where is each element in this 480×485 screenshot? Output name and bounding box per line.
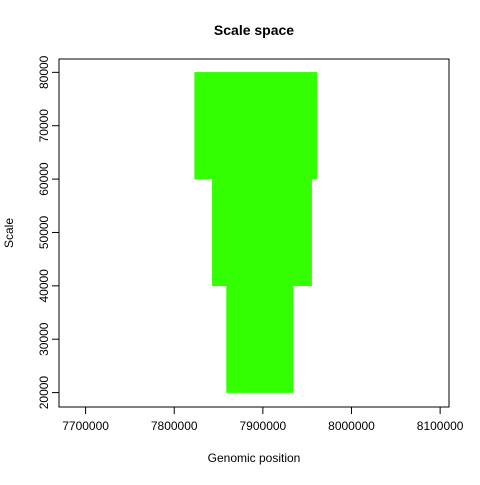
x-tick-label: 8100000 [417, 419, 464, 433]
x-axis: 7700000 7800000 7900000 8000000 8100000 [62, 407, 464, 433]
scale-segment-bar-1 [226, 285, 294, 393]
y-axis: 20000 30000 40000 50000 60000 70000 80000 [37, 55, 59, 409]
y-tick-label: 30000 [37, 322, 51, 356]
scale-segment-bar-3 [194, 72, 318, 180]
x-tick-label: 8000000 [328, 419, 375, 433]
y-tick-label: 60000 [37, 162, 51, 196]
x-axis-title: Genomic position [208, 451, 301, 465]
x-tick-label: 7700000 [62, 419, 109, 433]
scale-segment-bar-2 [212, 178, 312, 287]
y-tick-label: 40000 [37, 269, 51, 303]
y-tick-label: 50000 [37, 215, 51, 249]
y-tick-label: 20000 [37, 376, 51, 410]
plot-frame [58, 58, 450, 408]
x-tick-label: 7800000 [151, 419, 198, 433]
x-tick-label: 7900000 [240, 419, 287, 433]
bars-group [194, 72, 318, 393]
chart-title: Scale space [214, 22, 294, 38]
y-tick-label: 80000 [37, 55, 51, 89]
y-tick-label: 70000 [37, 109, 51, 143]
y-axis-title: Scale [2, 218, 16, 248]
